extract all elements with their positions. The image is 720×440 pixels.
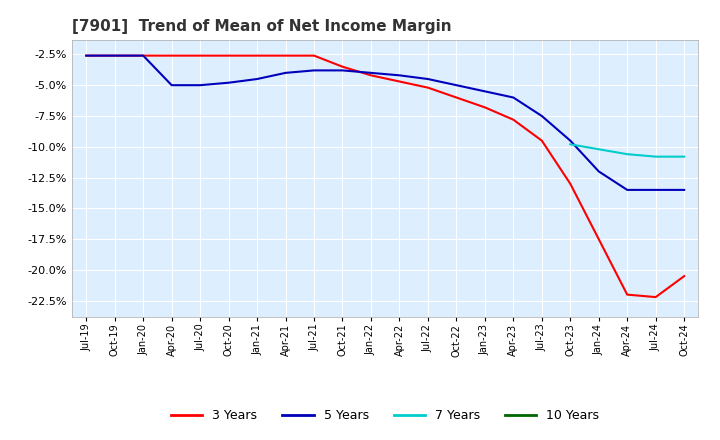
Legend: 3 Years, 5 Years, 7 Years, 10 Years: 3 Years, 5 Years, 7 Years, 10 Years [166, 404, 604, 427]
Text: [7901]  Trend of Mean of Net Income Margin: [7901] Trend of Mean of Net Income Margi… [72, 19, 451, 34]
